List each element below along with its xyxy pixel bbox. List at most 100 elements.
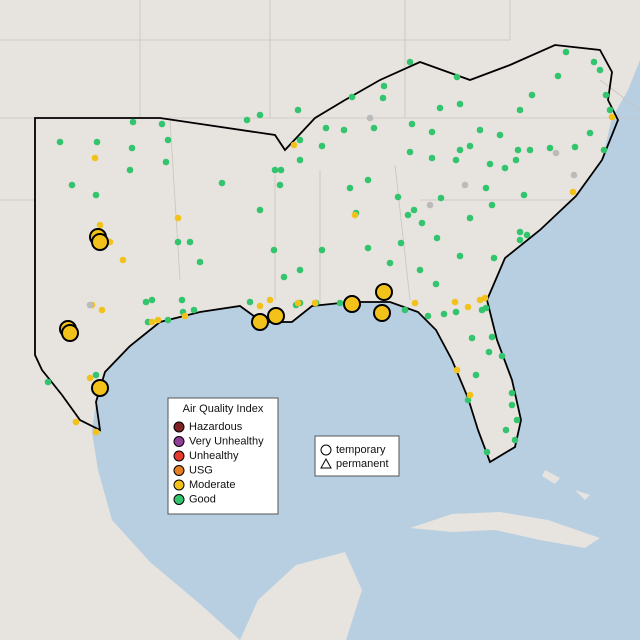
station-moderate-temporary [91, 233, 109, 251]
station-good [516, 106, 524, 114]
station-good [129, 118, 137, 126]
station-good [256, 206, 264, 214]
station-moderate [351, 211, 359, 219]
station-good [513, 416, 521, 424]
station-good [406, 58, 414, 66]
station-good [571, 143, 579, 151]
station-moderate [181, 312, 189, 320]
station-good [128, 144, 136, 152]
station-good [93, 138, 101, 146]
station-moderate [294, 299, 302, 307]
station-good [318, 142, 326, 150]
station-good [418, 219, 426, 227]
legend-swatch [173, 436, 185, 447]
station-good [164, 136, 172, 144]
station-good [246, 298, 254, 306]
station-good [437, 194, 445, 202]
station-good [466, 142, 474, 150]
station-good [92, 191, 100, 199]
station-good [456, 146, 464, 154]
triangle-symbol [320, 457, 332, 469]
station-moderate [608, 113, 616, 121]
station-good [562, 48, 570, 56]
station-good [508, 401, 516, 409]
station-good [44, 378, 52, 386]
station-good [511, 436, 519, 444]
station-good [490, 254, 498, 262]
legend-label: Hazardous [189, 421, 243, 433]
station-no-data [366, 114, 374, 122]
region-outline [34, 44, 619, 464]
station-good [243, 116, 251, 124]
legend-title: Air Quality Index [183, 403, 264, 415]
station-good [486, 160, 494, 168]
legend-label: Unhealthy [189, 450, 239, 462]
station-good [516, 236, 524, 244]
station-no-data [570, 171, 578, 179]
station-good [596, 66, 604, 74]
station-good [456, 252, 464, 260]
station-moderate [119, 256, 127, 264]
station-good [379, 94, 387, 102]
station-good [380, 82, 388, 90]
station-good [436, 104, 444, 112]
station-no-data [86, 301, 94, 309]
station-good [526, 146, 534, 154]
station-good [296, 156, 304, 164]
station-good [528, 91, 536, 99]
station-moderate [453, 366, 461, 374]
station-good [452, 308, 460, 316]
station-moderate [96, 221, 104, 229]
shape-legend-box [314, 435, 400, 477]
station-good [158, 120, 166, 128]
station-good [602, 91, 610, 99]
station-moderate [91, 154, 99, 162]
circle-symbol [320, 444, 332, 456]
station-good [546, 144, 554, 152]
station-moderate [451, 298, 459, 306]
station-good [476, 126, 484, 134]
station-good [178, 296, 186, 304]
station-good [190, 306, 198, 314]
station-good [318, 246, 326, 254]
legend-label: Good [189, 493, 216, 505]
station-good [453, 73, 461, 81]
station-good [554, 72, 562, 80]
station-good [514, 146, 522, 154]
cuba [410, 512, 600, 548]
station-good [416, 266, 424, 274]
station-moderate [481, 294, 489, 302]
station-good [478, 306, 486, 314]
station-good [186, 238, 194, 246]
station-good [276, 181, 284, 189]
station-good [523, 231, 531, 239]
station-good [126, 166, 134, 174]
station-good [508, 389, 516, 397]
station-good [296, 136, 304, 144]
station-good [590, 58, 598, 66]
station-moderate [266, 296, 274, 304]
legend-label: Moderate [189, 479, 235, 491]
station-moderate [98, 306, 106, 314]
station-good [68, 181, 76, 189]
state-lines [0, 0, 640, 305]
station-moderate [569, 188, 577, 196]
station-moderate-temporary [251, 313, 269, 331]
station-good [92, 371, 100, 379]
station-good [164, 316, 172, 324]
station-good [512, 156, 520, 164]
station-moderate [464, 303, 472, 311]
station-moderate-temporary [375, 283, 393, 301]
station-good [433, 234, 441, 242]
stations [44, 48, 616, 456]
legend-swatch [173, 421, 185, 433]
station-good [440, 310, 448, 318]
station-good [496, 131, 504, 139]
station-good [174, 238, 182, 246]
station-good [456, 100, 464, 108]
station-moderate-temporary [373, 304, 391, 322]
legend-items: Hazardous Very Unhealthy Unhealthy USG Moder… [173, 421, 264, 505]
station-no-data [461, 181, 469, 189]
station-good [270, 246, 278, 254]
